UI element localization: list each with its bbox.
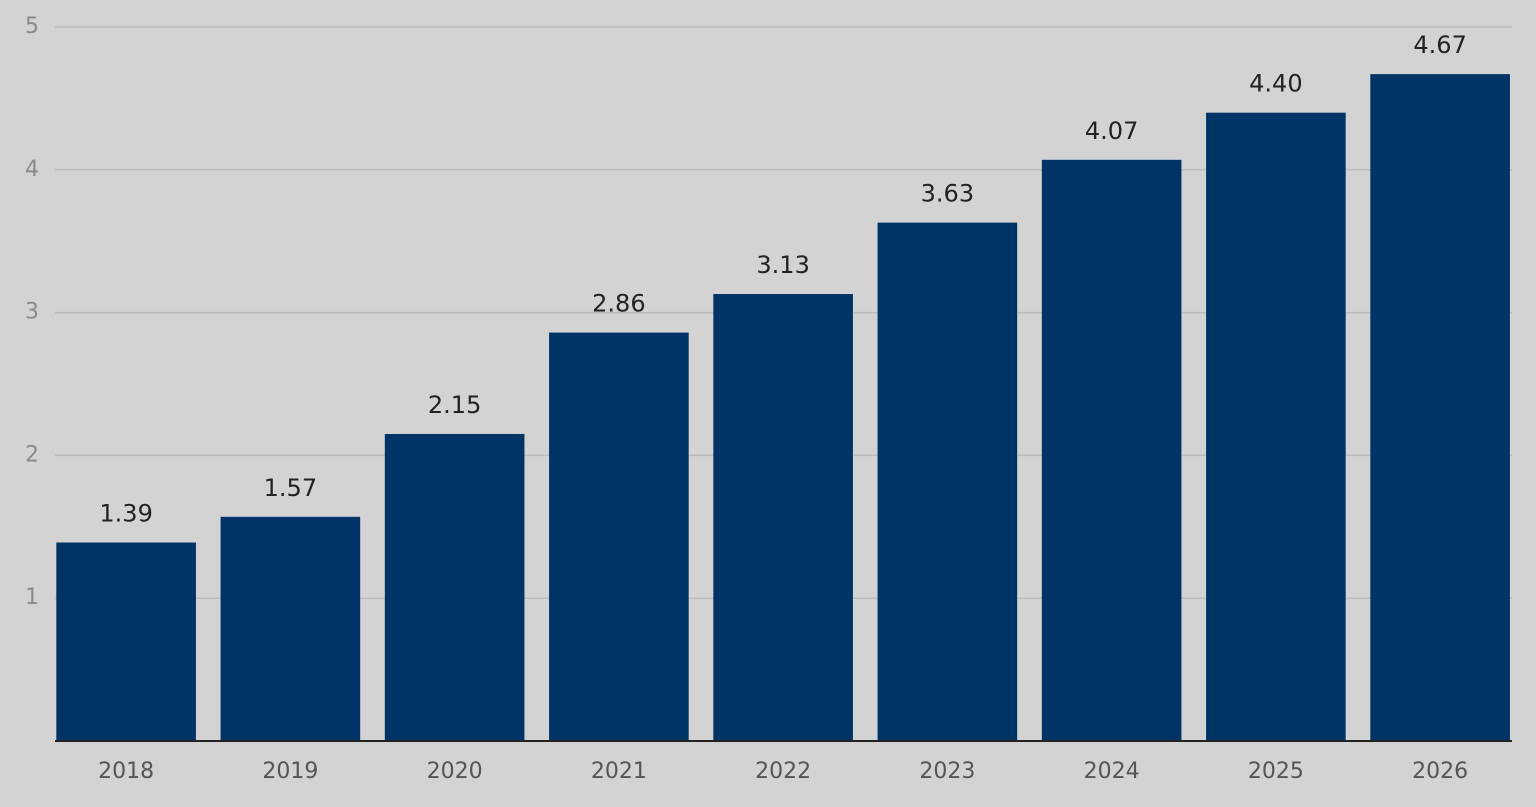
bar [1041,159,1182,741]
data-label: 1.57 [264,474,317,502]
data-label: 4.07 [1085,117,1138,145]
x-tick-label: 2019 [262,759,318,784]
bar [220,516,361,741]
x-tick-label: 2026 [1412,759,1468,784]
y-tick-label: 4 [25,157,39,182]
x-tick-label: 2020 [427,759,483,784]
data-label: 4.40 [1249,70,1302,98]
x-tick-label: 2022 [755,759,811,784]
x-tick-label: 2018 [98,759,154,784]
bar [713,294,853,741]
x-tick-label: 2025 [1248,759,1304,784]
bar [384,433,525,741]
data-label: 2.15 [428,391,481,419]
bar [877,222,1018,742]
y-tick-label: 3 [25,300,39,325]
data-label: 3.13 [756,251,809,279]
x-tick-label: 2023 [919,759,975,784]
bar [1370,74,1510,741]
x-tick-label: 2024 [1084,759,1140,784]
data-label: 4.67 [1413,31,1466,59]
bar [549,332,689,741]
bar [1206,112,1346,742]
x-tick-label: 2021 [591,759,647,784]
bar [56,542,196,741]
data-label: 3.63 [921,180,974,208]
y-tick-label: 5 [25,14,39,39]
data-label: 2.86 [592,290,645,318]
data-label: 1.39 [99,500,152,528]
y-tick-label: 1 [25,585,39,610]
y-tick-label: 2 [25,442,39,467]
